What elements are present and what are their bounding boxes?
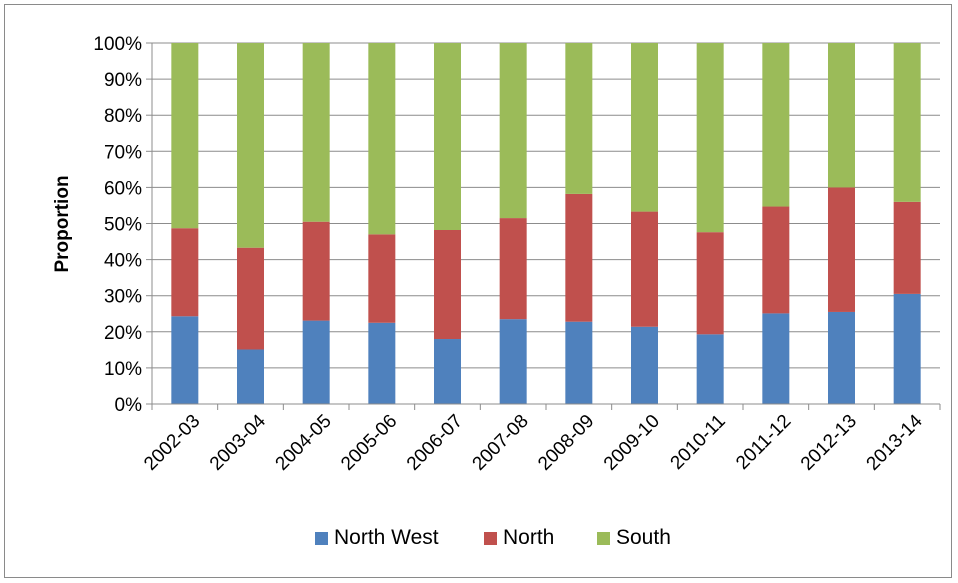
gridlines [152,42,940,369]
x-tick-label: 2011-12 [732,411,795,474]
x-tick-label: 2003-04 [206,410,270,474]
bar-segment-south [499,43,527,219]
bar-segment-south [434,43,461,230]
bar-segment-north-west [893,293,921,404]
bar-segment-north-west [237,349,264,404]
bar-segment-north-west [302,320,330,404]
x-tick-label: 2004-05 [272,411,336,475]
bar-segment-north [828,187,855,312]
y-tick-label: 80% [104,106,142,127]
y-tick-label: 70% [104,142,142,163]
legend-swatch [315,532,328,545]
legend-swatch [484,532,497,545]
bar-segment-south [696,43,724,233]
y-axis-title: Proportion [52,175,73,272]
bar-segment-north-west [762,313,790,404]
bar-segment-north-west [499,319,527,404]
bars [171,43,921,404]
bar-segment-north [237,247,264,350]
x-tick-label: 2002-03 [140,411,204,475]
bar-segment-north [499,218,527,320]
x-tick-label: 2005-06 [337,411,401,475]
legend-label: South [616,526,671,549]
bar-segment-south [368,43,396,235]
bar-segment-south [302,43,330,222]
bar-segment-north-west [828,311,855,404]
bar-segment-south [893,43,921,202]
y-tick-label: 20% [104,323,142,344]
bar-segment-south [237,43,264,248]
bar-segment-north-west [434,339,461,404]
bar-segment-south [565,43,593,194]
bar-segment-north-west [565,321,593,404]
bar-segment-north [565,193,593,322]
y-tick-label: 50% [104,215,142,236]
bar-segment-south [828,43,855,188]
bar-segment-south [762,43,790,207]
x-tick-label: 2007-08 [469,411,533,475]
x-tick-label: 2009-10 [600,411,664,475]
legend-swatch [597,532,610,545]
legend-label: North West [334,526,439,549]
bar-segment-north [893,201,921,294]
x-tick-label: 2010-11 [667,411,730,474]
y-tick-label: 0% [115,395,143,416]
bar-segment-south [171,43,199,229]
y-tick-label: 10% [104,359,142,380]
bar-segment-north-west [368,322,396,404]
x-tick-label: 2006-07 [403,411,467,475]
bar-segment-north-west [631,326,658,404]
bar-segment-north [762,206,790,314]
bar-segment-north-west [171,316,199,404]
y-tick-label: 30% [104,287,142,308]
bar-segment-north-west [696,334,724,404]
x-tick-label: 2012-13 [797,411,861,475]
y-tick-label: 90% [104,70,142,91]
bar-segment-north [631,211,658,327]
bar-segment-north [696,232,724,335]
bar-segment-north [171,228,199,317]
bar-segment-north [302,221,330,321]
y-tick-label: 60% [104,178,142,199]
bar-segment-south [631,43,658,212]
y-tick-label: 40% [104,251,142,272]
bar-segment-north [368,234,396,323]
bar-segment-north [434,229,461,340]
y-tick-label: 100% [93,34,142,55]
chart-frame [4,4,952,578]
x-tick-label: 2013-14 [863,410,927,474]
x-tick-label: 2008-09 [534,411,598,475]
legend: North West North South [315,526,671,549]
legend-label: North [503,526,554,549]
